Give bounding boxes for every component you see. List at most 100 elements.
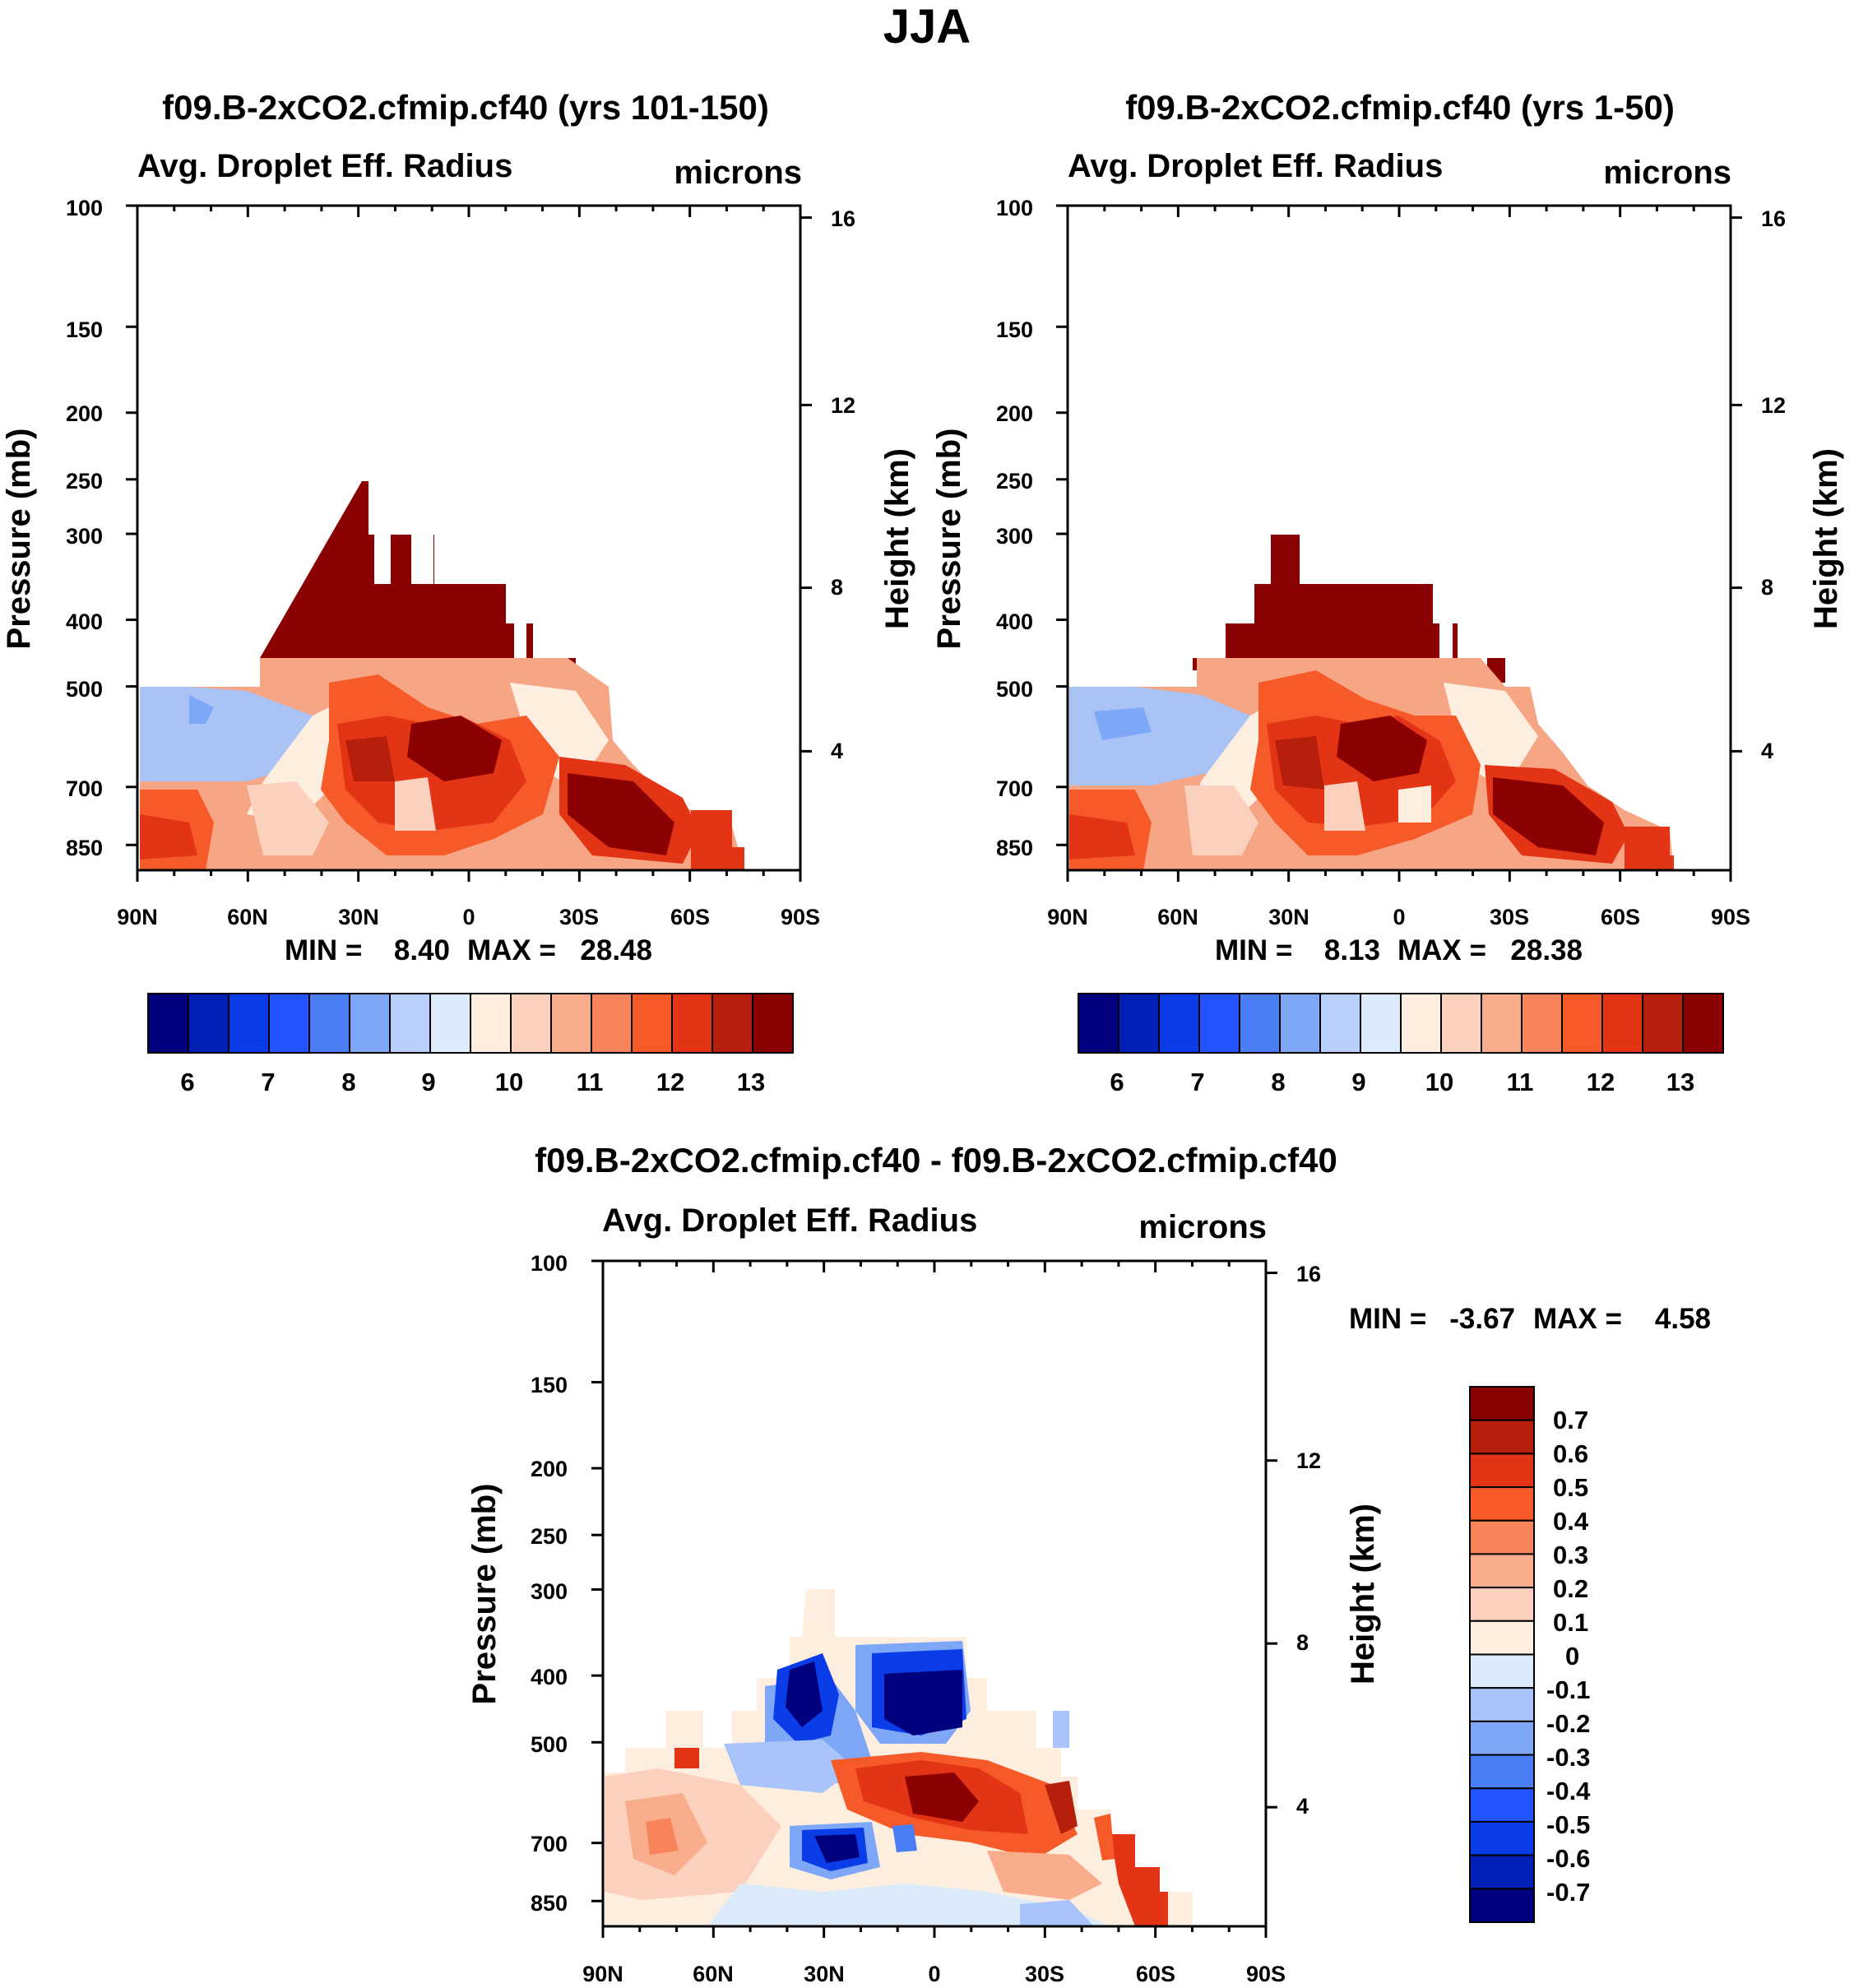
colorbar-label: 11 bbox=[577, 1068, 604, 1096]
colorbar-swatch bbox=[1521, 993, 1563, 1054]
colorbar-swatch bbox=[1198, 993, 1240, 1054]
colorbar-label: 0.7 bbox=[1553, 1406, 1588, 1434]
field-region bbox=[336, 535, 362, 584]
y-tick-label: 100 bbox=[996, 196, 1033, 220]
colorbar-swatch bbox=[1601, 993, 1643, 1054]
y-tick-label: 300 bbox=[531, 1579, 568, 1604]
field-region bbox=[707, 1884, 1110, 1926]
y-axis-title: Pressure (mb) bbox=[931, 429, 967, 650]
colorbar-swatch bbox=[308, 993, 350, 1054]
colorbar-swatch bbox=[1078, 993, 1119, 1054]
y-tick-label: 300 bbox=[996, 524, 1033, 549]
y-right-tick-label: 8 bbox=[1761, 575, 1773, 600]
colorbar-swatch bbox=[1440, 993, 1482, 1054]
panel-1-field bbox=[140, 481, 744, 870]
colorbar-swatch bbox=[1469, 1720, 1535, 1756]
field-region bbox=[395, 777, 436, 831]
colorbar-swatch bbox=[1469, 1553, 1535, 1589]
min-label: MIN = bbox=[1349, 1303, 1426, 1335]
colorbar-label: 12 bbox=[656, 1068, 684, 1096]
y-tick-label: 400 bbox=[66, 609, 103, 634]
field-region bbox=[1398, 785, 1431, 823]
colorbar-swatch bbox=[1469, 1687, 1535, 1722]
field-region bbox=[814, 1834, 860, 1863]
colorbar-label: 0.6 bbox=[1553, 1439, 1588, 1468]
colorbar-swatch bbox=[1239, 993, 1281, 1054]
colorbar-swatch bbox=[1642, 993, 1684, 1054]
field-region bbox=[1453, 623, 1458, 658]
field-region bbox=[568, 773, 674, 855]
field-region bbox=[407, 716, 502, 781]
colorbar-swatch bbox=[228, 993, 270, 1054]
panel-3: f09.B-2xCO2.cfmip.cf40 - f09.B-2xCO2.cfm… bbox=[466, 1141, 1711, 1986]
x-tick-label: 30S bbox=[1490, 905, 1529, 929]
y-tick-label: 850 bbox=[66, 836, 103, 860]
panel-1-variable: Avg. Droplet Eff. Radius bbox=[137, 148, 512, 184]
colorbar-swatch bbox=[591, 993, 633, 1054]
y-right-tick-label: 8 bbox=[831, 575, 843, 600]
colorbar-label: 13 bbox=[1666, 1068, 1694, 1096]
x-tick-label: 30S bbox=[1025, 1962, 1064, 1986]
min-value: 8.40 bbox=[394, 934, 450, 966]
field-region bbox=[786, 1661, 823, 1727]
y-tick-label: 850 bbox=[531, 1891, 568, 1916]
colorbar-swatch bbox=[1469, 1386, 1535, 1421]
x-tick-label: 90S bbox=[1246, 1962, 1286, 1986]
colorbar-swatch bbox=[470, 993, 512, 1054]
colorbar-swatch bbox=[147, 993, 189, 1054]
colorbar-label: -0.1 bbox=[1546, 1675, 1590, 1704]
colorbar-label: -0.4 bbox=[1546, 1777, 1591, 1805]
y-tick-label: 150 bbox=[996, 317, 1033, 342]
x-tick-label: 90N bbox=[1047, 905, 1088, 929]
colorbar-swatch bbox=[1279, 993, 1321, 1054]
colorbar-label: 0.2 bbox=[1553, 1574, 1588, 1603]
field-region bbox=[691, 810, 744, 870]
colorbar-swatch bbox=[389, 993, 431, 1054]
panel-2-units: microns bbox=[1603, 155, 1731, 191]
y-tick-label: 500 bbox=[531, 1732, 568, 1757]
field-region bbox=[1020, 1900, 1094, 1926]
max-value: 28.48 bbox=[580, 934, 652, 966]
colorbar-label: 6 bbox=[1110, 1068, 1124, 1096]
colorbar-swatch bbox=[711, 993, 753, 1054]
panel-2-variable: Avg. Droplet Eff. Radius bbox=[1068, 148, 1443, 184]
panel-3-units: microns bbox=[1138, 1209, 1267, 1245]
y-tick-label: 250 bbox=[996, 469, 1033, 494]
field-region bbox=[884, 1670, 962, 1735]
field-region bbox=[247, 781, 329, 855]
y-tick-label: 700 bbox=[66, 776, 103, 801]
panel-1-units: microns bbox=[674, 155, 802, 191]
colorbar-label: 12 bbox=[1587, 1068, 1615, 1096]
colorbar-label: 8 bbox=[1271, 1068, 1285, 1096]
y-tick-label: 400 bbox=[531, 1665, 568, 1689]
x-tick-label: 60N bbox=[1157, 905, 1198, 929]
field-region bbox=[1069, 814, 1135, 860]
x-tick-label: 90S bbox=[1711, 905, 1750, 929]
field-region bbox=[1337, 716, 1427, 781]
colorbar-swatch bbox=[1118, 993, 1160, 1054]
colorbar-swatch bbox=[550, 993, 592, 1054]
colorbar-swatch bbox=[1469, 1754, 1535, 1790]
field-region bbox=[189, 695, 214, 724]
max-label: MAX = bbox=[1397, 934, 1486, 966]
colorbar-swatch bbox=[1400, 993, 1442, 1054]
colorbar-swatch bbox=[1561, 993, 1603, 1054]
field-region bbox=[674, 1748, 699, 1768]
colorbar-swatch bbox=[1481, 993, 1523, 1054]
colorbar-swatch bbox=[1469, 1486, 1535, 1522]
y-tick-label: 200 bbox=[66, 401, 103, 426]
x-tick-label: 0 bbox=[928, 1962, 940, 1986]
x-tick-label: 60S bbox=[670, 905, 710, 929]
colorbar-swatch bbox=[1469, 1854, 1535, 1890]
colorbar-swatch bbox=[1469, 1820, 1535, 1856]
y-tick-label: 850 bbox=[996, 836, 1033, 860]
panel-3-colorbar bbox=[1469, 1386, 1535, 1923]
y-right-axis-title: Height (km) bbox=[1808, 448, 1844, 629]
y-right-tick-label: 12 bbox=[1296, 1448, 1321, 1473]
field-region bbox=[1275, 736, 1324, 790]
colorbar-swatch bbox=[510, 993, 552, 1054]
field-region bbox=[1324, 781, 1365, 831]
panel-1-title: f09.B-2xCO2.cfmip.cf40 (yrs 101-150) bbox=[162, 88, 769, 127]
field-region bbox=[140, 814, 197, 860]
colorbar-label: -0.2 bbox=[1546, 1709, 1590, 1738]
